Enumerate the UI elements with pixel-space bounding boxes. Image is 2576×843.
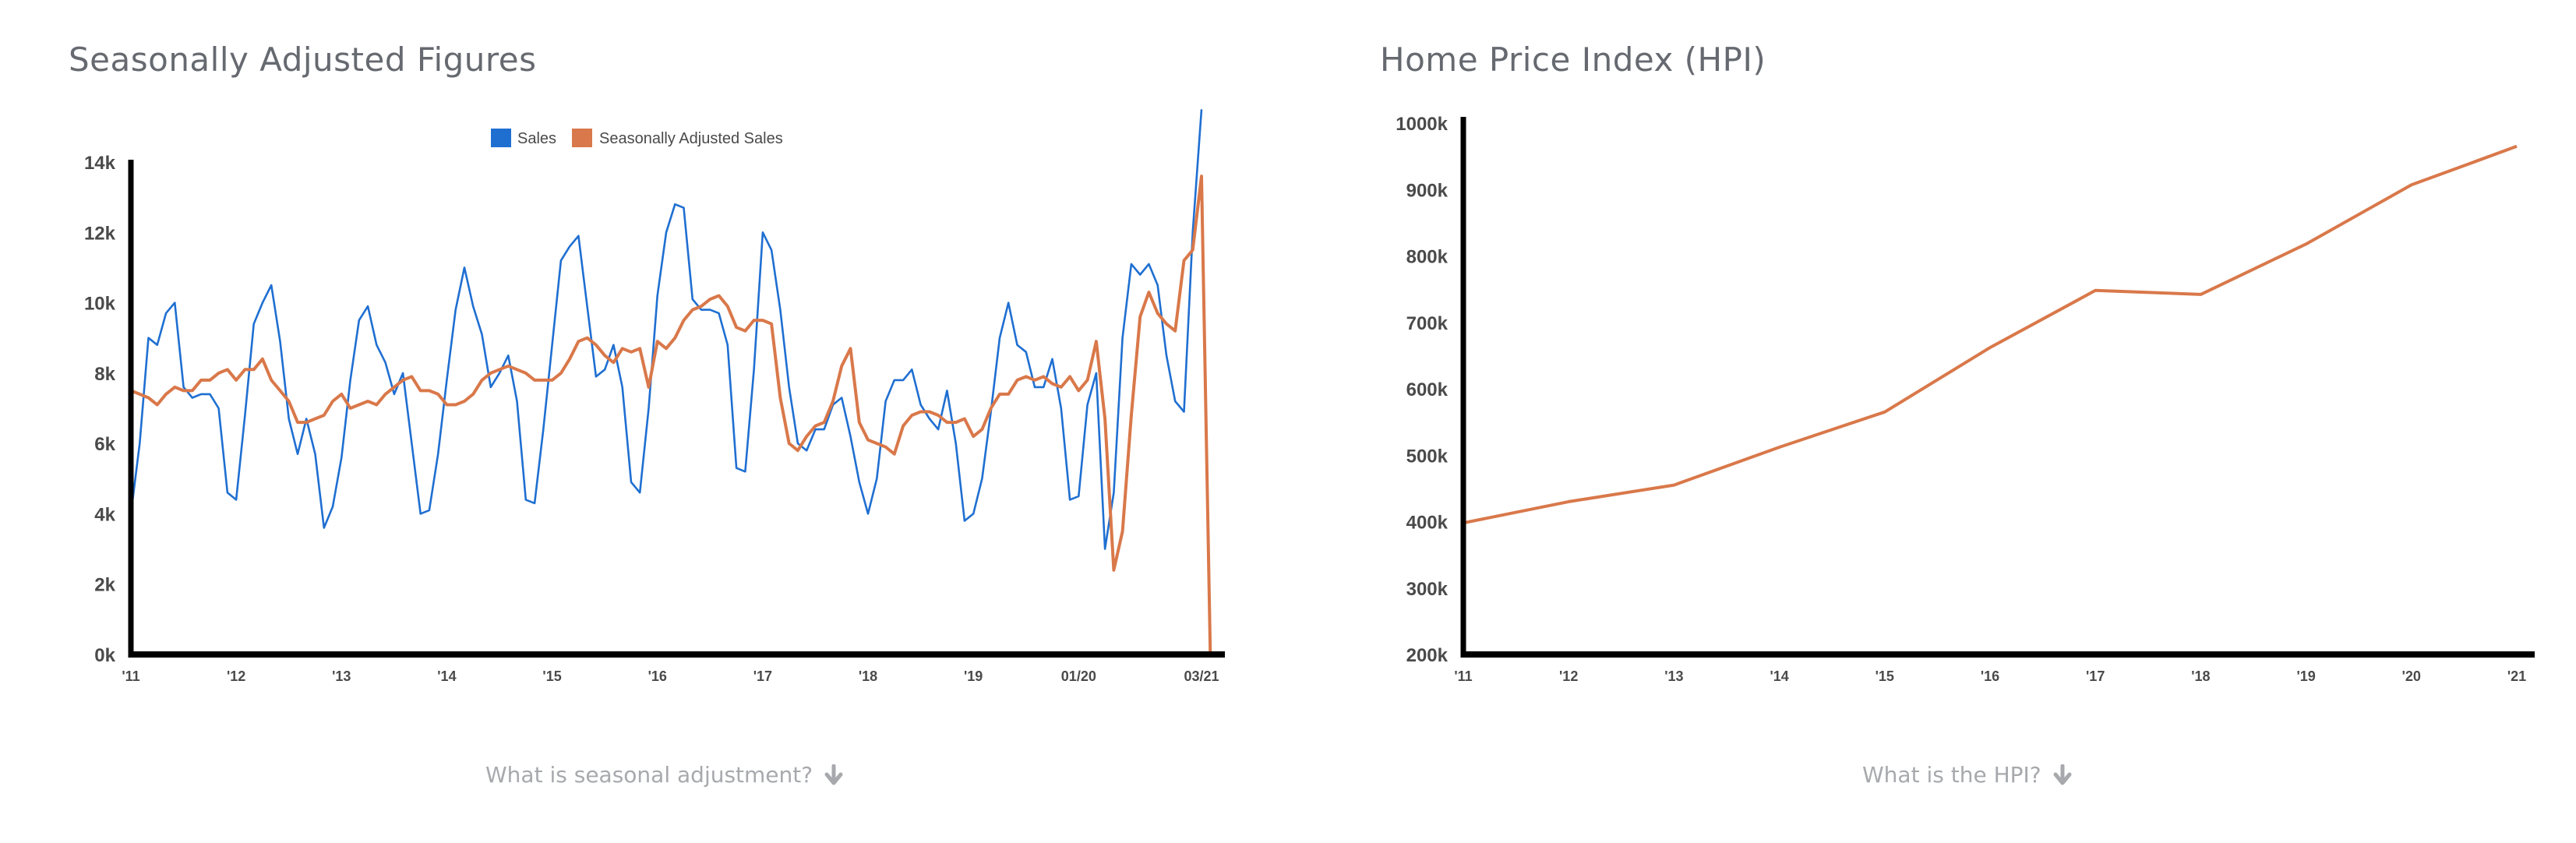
hpi-chart: 200k 300k 400k 500k 600k 700k 800k 900k 1000k '11… bbox=[1396, 114, 2535, 684]
y-tick-label-0k: 0k bbox=[94, 645, 115, 666]
arrow-down-icon[interactable] bbox=[824, 764, 844, 786]
x-tick-label-11: '11 bbox=[122, 668, 139, 684]
legend-swatch-sales[interactable] bbox=[491, 129, 511, 147]
legend-swatch-seasonally-adjusted-sales[interactable] bbox=[572, 129, 592, 147]
series-line-sales[interactable] bbox=[129, 109, 1203, 550]
y-tick-label-300k: 300k bbox=[1406, 579, 1449, 600]
x-tick-label-16: '16 bbox=[1981, 668, 1999, 684]
x-tick-label-13: '13 bbox=[1664, 668, 1683, 684]
y-tick-label-6k: 6k bbox=[94, 434, 115, 455]
y-tick-label-1000k: 1000k bbox=[1396, 114, 1448, 135]
y-tick-label-14k: 14k bbox=[84, 153, 116, 174]
x-tick-label-12: '12 bbox=[227, 668, 245, 684]
hpi-title: Home Price Index (HPI) bbox=[1380, 41, 1766, 79]
hpi-help-text[interactable]: What is the HPI? bbox=[1862, 762, 2041, 788]
x-tick-label-15: '15 bbox=[542, 668, 561, 684]
x-tick-label-19: '19 bbox=[2296, 668, 2315, 684]
arrow-down-icon[interactable] bbox=[2052, 764, 2073, 786]
x-tick-label-20: '20 bbox=[2402, 668, 2421, 684]
x-tick-label-15: '15 bbox=[1876, 668, 1894, 684]
y-tick-label-4k: 4k bbox=[94, 504, 115, 525]
legend-label-sales[interactable]: Sales bbox=[517, 130, 556, 147]
seasonally-adjusted-title: Seasonally Adjusted Figures bbox=[69, 41, 537, 79]
x-tick-label-14: '14 bbox=[1770, 668, 1788, 684]
y-tick-label-600k: 600k bbox=[1406, 379, 1449, 400]
x-tick-label-14: '14 bbox=[437, 668, 456, 684]
x-tick-label-03-21: 03/21 bbox=[1184, 668, 1219, 684]
hpi-help-link[interactable]: What is the HPI? bbox=[1862, 762, 2073, 788]
seasonally-adjusted-panel: Seasonally Adjusted Figures Sales Season… bbox=[69, 41, 1225, 788]
y-tick-label-900k: 900k bbox=[1406, 180, 1449, 201]
series-line-hpi-0[interactable] bbox=[1463, 144, 2518, 525]
x-tick-label-13: '13 bbox=[332, 668, 351, 684]
seasonal-adjustment-help-text[interactable]: What is seasonal adjustment? bbox=[485, 762, 813, 788]
x-tick-label-17: '17 bbox=[2086, 668, 2105, 684]
x-tick-label-18: '18 bbox=[2191, 668, 2210, 684]
y-tick-label-8k: 8k bbox=[94, 364, 115, 385]
x-tick-label-18: '18 bbox=[859, 668, 877, 684]
x-tick-label-12: '12 bbox=[1559, 668, 1578, 684]
hpi-panel: Home Price Index (HPI) 200k 300k 400k 500k 6… bbox=[1288, 0, 2576, 843]
y-tick-label-2k: 2k bbox=[94, 575, 115, 596]
y-tick-label-10k: 10k bbox=[84, 294, 116, 315]
y-tick-label-12k: 12k bbox=[84, 223, 116, 244]
chart-legend[interactable]: Sales Seasonally Adjusted Sales bbox=[491, 129, 783, 147]
x-tick-label-17: '17 bbox=[753, 668, 772, 684]
seasonally-adjusted-chart: Sales Seasonally Adjusted Sales 0k 2k 4k 6k… bbox=[84, 109, 1225, 684]
x-tick-label-11: '11 bbox=[1454, 668, 1472, 684]
y-tick-label-500k: 500k bbox=[1406, 446, 1449, 467]
x-tick-label-16: '16 bbox=[648, 668, 667, 684]
y-tick-label-400k: 400k bbox=[1406, 513, 1449, 534]
seasonal-adjustment-help-link[interactable]: What is seasonal adjustment? bbox=[485, 762, 844, 788]
y-tick-label-200k: 200k bbox=[1406, 645, 1449, 666]
y-tick-label-800k: 800k bbox=[1406, 247, 1449, 268]
legend-label-seasonally-adjusted-sales[interactable]: Seasonally Adjusted Sales bbox=[599, 130, 783, 147]
x-tick-label-01-20: 01/20 bbox=[1061, 668, 1096, 684]
series-line-seasonally-adjusted-sales[interactable] bbox=[130, 175, 1212, 655]
y-tick-label-700k: 700k bbox=[1406, 313, 1449, 334]
x-tick-label-21: '21 bbox=[2507, 668, 2526, 684]
x-tick-label-19: '19 bbox=[964, 668, 983, 684]
